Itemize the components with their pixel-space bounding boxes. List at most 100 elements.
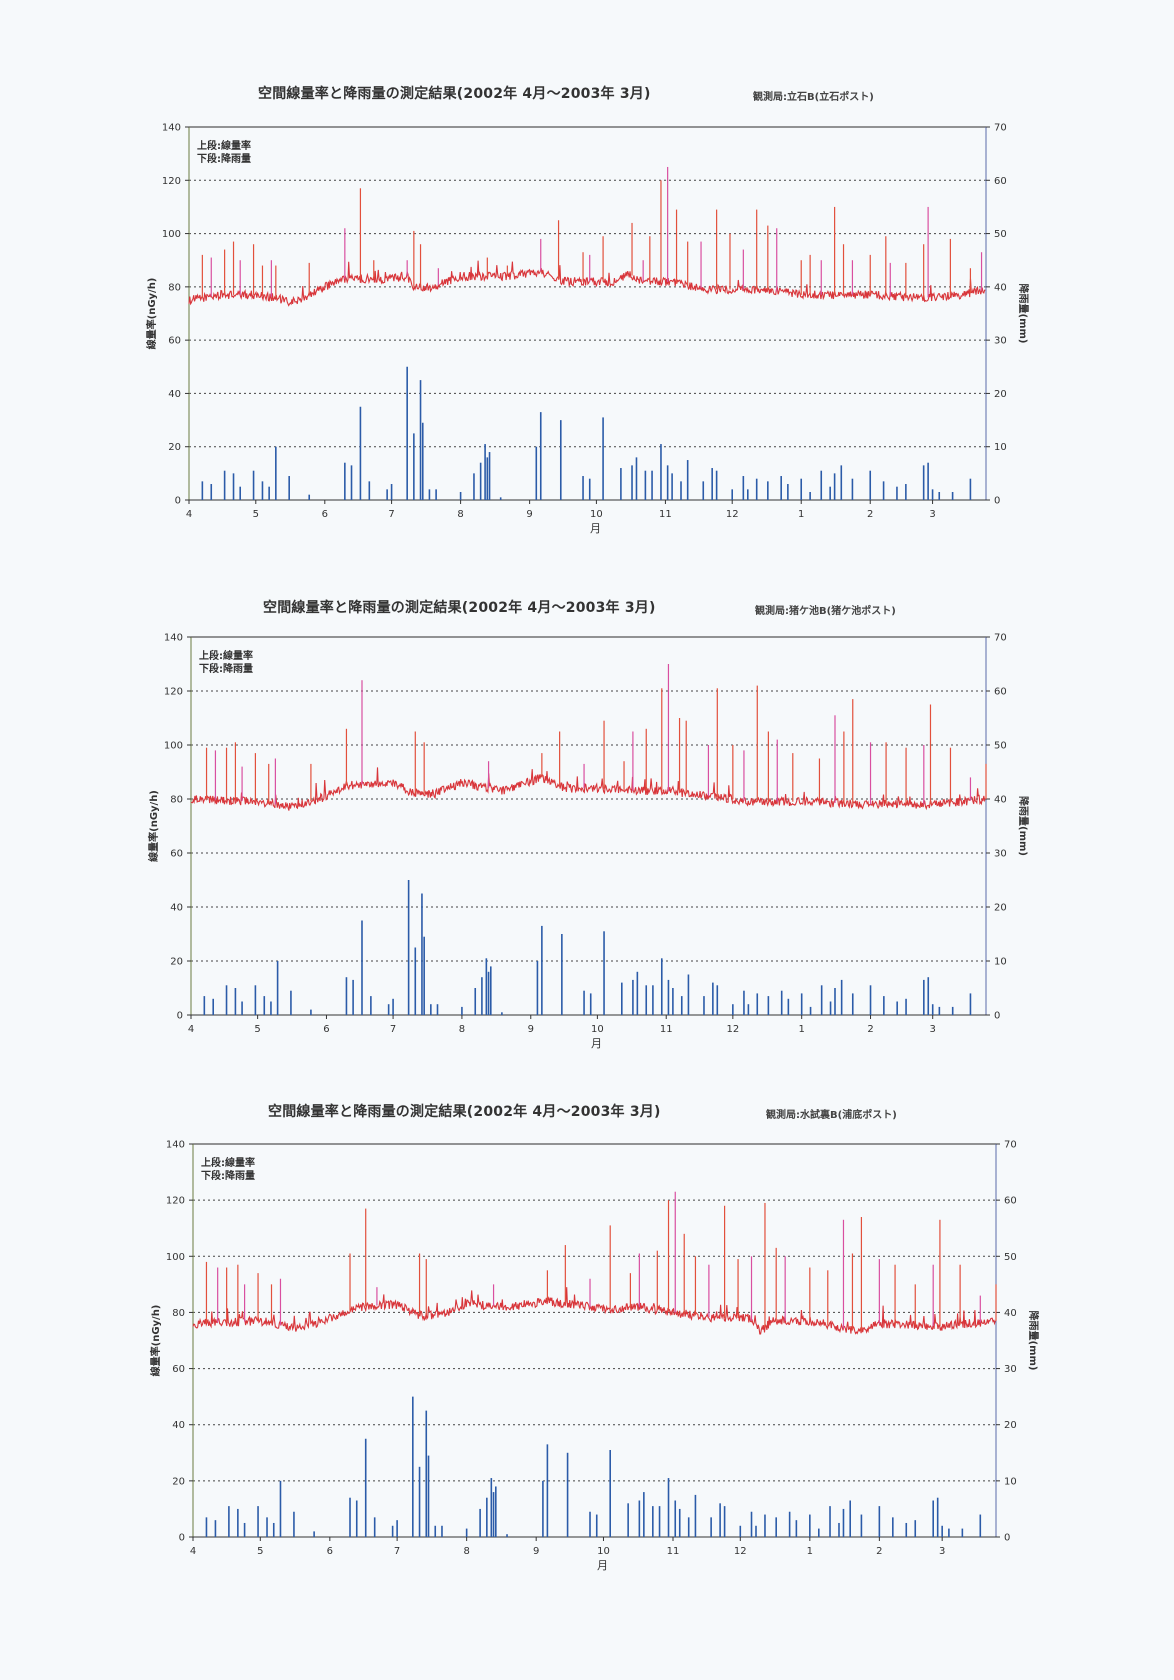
- dose-rate-line: [188, 260, 986, 307]
- y-left-tick-label: 60: [170, 849, 183, 860]
- x-tick-label: 1: [798, 509, 804, 520]
- y-right-tick-label: 70: [1004, 1140, 1017, 1151]
- x-tick-label: 4: [186, 509, 192, 520]
- y-axis-label-right: 降雨量(mm): [1027, 1311, 1040, 1371]
- chart-3-title: 空間線量率と降雨量の測定結果(2002年 4月～2003年 3月): [268, 1104, 661, 1120]
- legend-lower: 下段:降雨量: [201, 1169, 255, 1182]
- y-left-tick-label: 80: [172, 1308, 185, 1319]
- x-tick-label: 1: [807, 1546, 813, 1557]
- y-left-tick-label: 120: [166, 1196, 185, 1207]
- dose-rate-line: [190, 767, 986, 811]
- legend-lower: 下段:降雨量: [197, 152, 251, 165]
- legend-upper: 上段:線量率: [201, 1156, 255, 1169]
- x-tick-label: 10: [590, 509, 603, 520]
- x-tick-label: 11: [660, 1024, 673, 1035]
- x-tick-label: 8: [463, 1546, 469, 1557]
- y-right-tick-label: 40: [994, 282, 1007, 293]
- y-right-tick-label: 40: [1004, 1308, 1017, 1319]
- x-tick-label: 5: [257, 1546, 263, 1557]
- x-tick-label: 4: [188, 1024, 194, 1035]
- x-tick-label: 12: [734, 1546, 747, 1557]
- x-tick-label: 9: [528, 1024, 534, 1035]
- y-left-tick-label: 80: [170, 795, 183, 806]
- x-tick-label: 1: [798, 1024, 804, 1035]
- y-left-tick-label: 20: [172, 1476, 185, 1487]
- y-left-tick-label: 120: [162, 176, 181, 187]
- legend-lower: 下段:降雨量: [199, 662, 253, 675]
- y-left-tick-label: 0: [175, 496, 181, 507]
- chart-2-station: 観測局:猪ケ池B(猪ケ池ポスト): [755, 606, 896, 617]
- y-left-tick-label: 20: [170, 957, 183, 968]
- x-tick-label: 2: [867, 1024, 873, 1035]
- x-tick-label: 8: [457, 509, 463, 520]
- x-tick-label: 4: [190, 1546, 196, 1557]
- chart-3-station: 観測局:水試裏B(浦底ポスト): [766, 1110, 897, 1121]
- x-tick-label: 12: [726, 1024, 739, 1035]
- x-axis-label: 月: [591, 1037, 602, 1050]
- y-left-tick-label: 140: [164, 633, 183, 644]
- y-right-tick-label: 60: [994, 176, 1007, 187]
- y-right-tick-label: 50: [1004, 1252, 1017, 1263]
- y-right-tick-label: 0: [994, 496, 1000, 507]
- chart-2-title: 空間線量率と降雨量の測定結果(2002年 4月～2003年 3月): [263, 600, 656, 616]
- y-right-tick-label: 60: [1004, 1196, 1017, 1207]
- x-tick-label: 10: [597, 1546, 610, 1557]
- chart-2: 0 20 40 60 80 100 120 140 0 10 20 30 40 50 60 70 4 5 6 7 8 9 1…: [147, 633, 1030, 1051]
- y-left-tick-label: 100: [162, 229, 181, 240]
- y-left-tick-label: 100: [164, 741, 183, 752]
- dose-rate-line: [192, 1287, 996, 1335]
- x-tick-label: 2: [867, 509, 873, 520]
- y-right-tick-label: 70: [994, 123, 1007, 134]
- x-tick-label: 11: [659, 509, 672, 520]
- x-tick-label: 8: [459, 1024, 465, 1035]
- x-tick-label: 3: [929, 509, 935, 520]
- y-left-tick-label: 0: [179, 1533, 185, 1544]
- x-tick-label: 3: [939, 1546, 945, 1557]
- y-right-tick-label: 60: [994, 687, 1007, 698]
- x-tick-label: 7: [390, 1024, 396, 1035]
- x-tick-label: 3: [930, 1024, 936, 1035]
- legend-upper: 上段:線量率: [199, 649, 253, 662]
- x-tick-label: 7: [394, 1546, 400, 1557]
- y-right-tick-label: 10: [994, 442, 1007, 453]
- y-right-tick-label: 10: [1004, 1476, 1017, 1487]
- y-right-tick-label: 70: [994, 633, 1007, 644]
- x-tick-label: 6: [322, 509, 328, 520]
- y-left-tick-label: 120: [164, 687, 183, 698]
- chart-1: 0 20 40 60 80 100 120 140 0 10 20 30 40 50 60 70 4 5 6 7 8 9 1…: [145, 123, 1030, 536]
- y-axis-label-left: 線量率(nGy/h): [149, 1305, 162, 1377]
- x-tick-label: 5: [253, 509, 259, 520]
- y-left-tick-label: 40: [170, 903, 183, 914]
- y-axis-label-right: 降雨量(mm): [1017, 284, 1030, 344]
- y-left-tick-label: 40: [172, 1420, 185, 1431]
- y-right-tick-label: 20: [994, 389, 1007, 400]
- y-right-tick-label: 50: [994, 229, 1007, 240]
- y-left-tick-label: 100: [166, 1252, 185, 1263]
- x-tick-label: 10: [591, 1024, 604, 1035]
- x-tick-label: 12: [726, 509, 739, 520]
- x-tick-label: 7: [388, 509, 394, 520]
- y-axis-label-left: 線量率(nGy/h): [145, 278, 158, 350]
- x-axis-label: 月: [597, 1559, 608, 1572]
- chart-3: 0 20 40 60 80 100 120 140 0 10 20 30 40 50 60 70 4 5 6 7 8 9 1…: [149, 1140, 1040, 1573]
- y-right-tick-label: 20: [994, 903, 1007, 914]
- y-right-tick-label: 20: [1004, 1420, 1017, 1431]
- y-right-tick-label: 0: [1004, 1533, 1010, 1544]
- x-tick-label: 11: [667, 1546, 680, 1557]
- y-left-tick-label: 60: [168, 336, 181, 347]
- y-left-tick-label: 60: [172, 1364, 185, 1375]
- y-right-tick-label: 50: [994, 741, 1007, 752]
- y-right-tick-label: 30: [1004, 1364, 1017, 1375]
- y-right-tick-label: 40: [994, 795, 1007, 806]
- y-left-tick-label: 40: [168, 389, 181, 400]
- x-axis-label: 月: [590, 522, 601, 535]
- x-tick-label: 6: [327, 1546, 333, 1557]
- y-left-tick-label: 140: [162, 123, 181, 134]
- x-tick-label: 6: [323, 1024, 329, 1035]
- y-right-tick-label: 10: [994, 957, 1007, 968]
- y-axis-label-left: 線量率(nGy/h): [147, 790, 160, 862]
- y-right-tick-label: 30: [994, 336, 1007, 347]
- y-left-tick-label: 0: [177, 1011, 183, 1022]
- x-tick-label: 9: [533, 1546, 539, 1557]
